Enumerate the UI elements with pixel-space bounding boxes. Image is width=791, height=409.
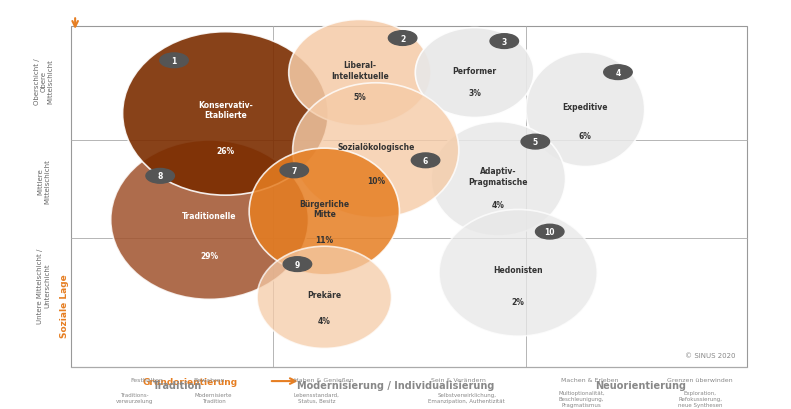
Text: Oberschicht /
Obere
Mittelschicht: Oberschicht / Obere Mittelschicht xyxy=(33,58,54,105)
Text: 10: 10 xyxy=(544,227,555,236)
Circle shape xyxy=(521,135,550,150)
Text: 29%: 29% xyxy=(201,252,218,261)
Text: 4%: 4% xyxy=(492,200,505,209)
Circle shape xyxy=(146,169,175,184)
Text: Modernisierte
Tradition: Modernisierte Tradition xyxy=(195,392,233,403)
Text: 6%: 6% xyxy=(579,131,592,140)
Text: Sein & Verändern: Sein & Verändern xyxy=(431,377,486,382)
Ellipse shape xyxy=(439,210,597,336)
Ellipse shape xyxy=(526,53,645,167)
Circle shape xyxy=(160,54,188,68)
Circle shape xyxy=(536,225,564,239)
Text: 5: 5 xyxy=(533,138,538,147)
Text: Untere Mittelschicht /
Unterschicht: Untere Mittelschicht / Unterschicht xyxy=(37,248,50,323)
Text: Neuorientierung: Neuorientierung xyxy=(595,380,687,390)
Text: Grenzen überwinden: Grenzen überwinden xyxy=(668,377,732,382)
Ellipse shape xyxy=(257,247,392,348)
Circle shape xyxy=(283,257,312,272)
Ellipse shape xyxy=(415,29,534,118)
Text: Modernisierung / Individualisierung: Modernisierung / Individualisierung xyxy=(297,380,494,390)
Text: 6: 6 xyxy=(423,156,428,165)
Text: Liberal-
Intellektuelle: Liberal- Intellektuelle xyxy=(331,61,389,81)
Text: 3: 3 xyxy=(501,38,507,47)
Text: 3%: 3% xyxy=(468,89,481,98)
Text: Exploration,
Refokussierung,
neue Synthesen: Exploration, Refokussierung, neue Synthe… xyxy=(678,391,722,407)
Text: Festhalten: Festhalten xyxy=(130,377,163,382)
Text: Bürgerliche
Mitte: Bürgerliche Mitte xyxy=(299,199,350,218)
Ellipse shape xyxy=(111,141,308,300)
Text: 8: 8 xyxy=(157,172,163,181)
Text: © SINUS 2020: © SINUS 2020 xyxy=(685,352,736,357)
Text: Sozialökologische: Sozialökologische xyxy=(337,143,414,152)
Circle shape xyxy=(411,154,440,168)
Text: Grundorientierung: Grundorientierung xyxy=(142,377,237,386)
Text: Selbstverwirklichung,
Emanzipation, Authentizität: Selbstverwirklichung, Emanzipation, Auth… xyxy=(428,392,505,403)
Circle shape xyxy=(604,65,632,80)
Text: 2%: 2% xyxy=(512,297,524,306)
Ellipse shape xyxy=(249,149,399,275)
Text: Lebensstandard,
Status, Besitz: Lebensstandard, Status, Besitz xyxy=(293,392,339,403)
Text: 4: 4 xyxy=(615,68,621,77)
Text: Expeditive: Expeditive xyxy=(562,103,608,112)
Text: Tradition: Tradition xyxy=(153,380,202,390)
Text: 7: 7 xyxy=(292,166,297,175)
Circle shape xyxy=(388,31,417,46)
Ellipse shape xyxy=(431,122,566,236)
Text: Konservativ-
Etablierte: Konservativ- Etablierte xyxy=(198,100,253,120)
Text: 9: 9 xyxy=(295,260,300,269)
Text: 1: 1 xyxy=(172,57,176,65)
Text: Haben & Genießen: Haben & Genießen xyxy=(294,377,354,382)
Text: Prekäre: Prekäre xyxy=(307,290,342,299)
Circle shape xyxy=(280,164,308,178)
Text: Traditionelle: Traditionelle xyxy=(183,212,237,220)
Circle shape xyxy=(490,35,519,49)
Text: Adaptiv-
Pragmatische: Adaptiv- Pragmatische xyxy=(468,167,528,186)
Text: Traditions-
verwurzelung: Traditions- verwurzelung xyxy=(115,392,153,403)
Text: Soziale Lage: Soziale Lage xyxy=(60,274,70,337)
Text: 4%: 4% xyxy=(318,316,331,325)
Text: 10%: 10% xyxy=(367,177,384,186)
Text: Performer: Performer xyxy=(452,67,497,76)
Text: Machen & Erleben: Machen & Erleben xyxy=(561,377,618,382)
Ellipse shape xyxy=(123,33,328,196)
Text: 11%: 11% xyxy=(316,236,333,245)
Text: Mittlere
Mittelschicht: Mittlere Mittelschicht xyxy=(37,159,50,204)
Ellipse shape xyxy=(293,83,459,218)
Ellipse shape xyxy=(289,20,431,126)
Text: 2: 2 xyxy=(400,34,405,43)
Text: Bewahren: Bewahren xyxy=(194,377,225,382)
Text: Hedonisten: Hedonisten xyxy=(494,265,543,274)
Text: Multioptionalität,
Beschleunigung,
Pragmatismus: Multioptionalität, Beschleunigung, Pragm… xyxy=(558,391,604,407)
Text: 26%: 26% xyxy=(217,146,234,155)
Text: 5%: 5% xyxy=(354,93,366,102)
